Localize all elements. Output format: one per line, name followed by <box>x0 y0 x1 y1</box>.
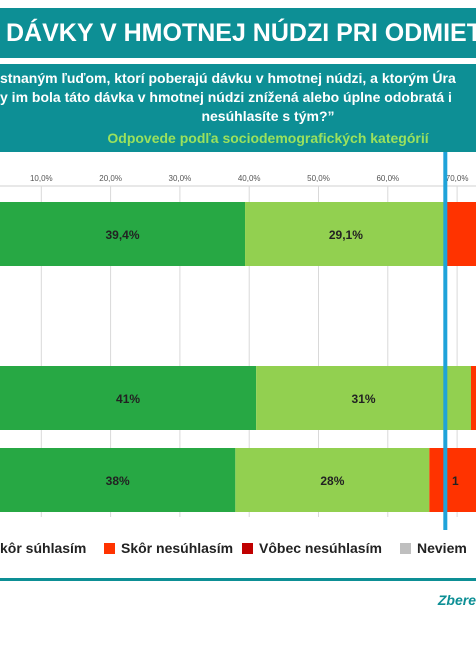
question-line-1: stnaným ľuďom, ktorí poberajú dávku v hm… <box>0 70 456 86</box>
legend-item-skor-suhlasim: kôr súhlasím <box>0 540 86 556</box>
bar-segment <box>0 448 236 512</box>
legend-label-skor-nesuhlasim: Skôr nesúhlasím <box>121 540 234 556</box>
legend-item-vobec-nesuhlasim: Vôbec nesúhlasím <box>242 540 382 556</box>
x-tick-label: 10,0% <box>30 174 53 183</box>
x-tick-label: 40,0% <box>238 174 261 183</box>
data-label: 41% <box>116 392 140 406</box>
chart-title: DÁVKY V HMOTNEJ NÚDZI PRI ODMIETNUTÍ <box>6 18 476 47</box>
bar-segment <box>446 202 476 266</box>
question-line-3: nesúhlasíte s tým?” <box>201 108 335 124</box>
title-bar: DÁVKY V HMOTNEJ NÚDZI PRI ODMIETNUTÍ <box>0 8 476 58</box>
legend-label-skor-suhlasim: kôr súhlasím <box>0 540 87 556</box>
bar-segment <box>0 366 257 430</box>
legend-label-neviem: Neviem <box>417 540 467 556</box>
legend-item-neviem: Neviem <box>400 540 467 556</box>
data-label: 39,4% <box>106 228 140 242</box>
legend-swatch-dark-red <box>242 542 253 554</box>
data-label: 29,1% <box>329 228 363 242</box>
x-tick-label: 70,0% <box>446 174 469 183</box>
legend-label-vobec-nesuhlasim: Vôbec nesúhlasím <box>259 540 382 556</box>
legend: kôr súhlasím Skôr nesúhlasím Vôbec nesúh… <box>0 540 476 564</box>
x-tick-label: 20,0% <box>99 174 122 183</box>
x-tick-label: 30,0% <box>169 174 192 183</box>
legend-swatch-orange <box>104 542 115 554</box>
data-label: 31% <box>352 392 376 406</box>
bar-segment <box>429 448 476 512</box>
legend-item-skor-nesuhlasim: Skôr nesúhlasím <box>104 540 233 556</box>
bar-segment <box>470 366 476 430</box>
question-box: stnaným ľuďom, ktorí poberajú dávku v hm… <box>0 64 476 152</box>
data-label: 38% <box>106 474 130 488</box>
chart-subtitle: Odpovede podľa sociodemografických kateg… <box>107 130 429 146</box>
legend-swatch-grey <box>400 542 411 554</box>
bar-segment <box>235 448 430 512</box>
bar-segment <box>0 202 246 266</box>
bar-segment <box>256 366 471 430</box>
data-label: 28% <box>320 474 344 488</box>
footer-rule <box>0 578 476 581</box>
data-label: 1 <box>452 474 459 488</box>
source-text: Zbere <box>437 592 476 608</box>
x-tick-label: 60,0% <box>376 174 399 183</box>
question-line-2: y im bola táto dávka v hmotnej núdzi zní… <box>0 89 452 105</box>
bar-segment <box>245 202 447 266</box>
x-tick-label: 50,0% <box>307 174 330 183</box>
stacked-bar-chart: 10,0% 20,0% 30,0% 40,0% 50,0% 60,0% 70,0% 39,4%… <box>0 152 476 530</box>
